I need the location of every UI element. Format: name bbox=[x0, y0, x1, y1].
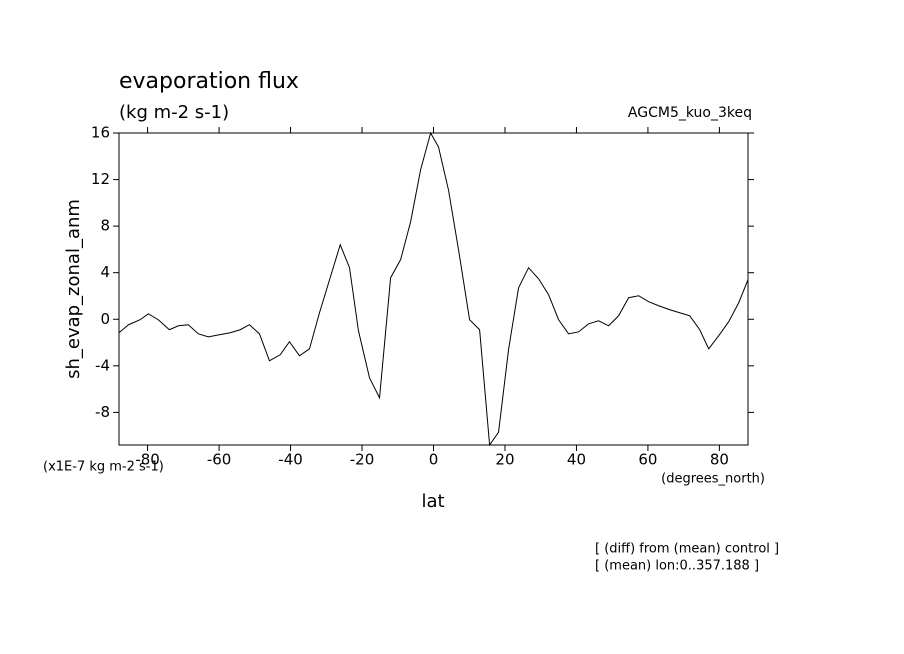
y-tick-label: 4 bbox=[100, 263, 110, 281]
x-tick-label: 20 bbox=[495, 451, 514, 469]
y-tick-label: 0 bbox=[100, 310, 110, 328]
y-axis-label: sh_evap_zonal_anm bbox=[63, 199, 84, 379]
x-tick-label: 0 bbox=[429, 451, 439, 469]
x-tick-label: -40 bbox=[278, 451, 303, 469]
chart-subtitle: (kg m-2 s-1) bbox=[119, 102, 229, 123]
y-tick-label: -4 bbox=[95, 356, 110, 374]
x-tick-label: 80 bbox=[710, 451, 729, 469]
x-tick-label: -60 bbox=[207, 451, 232, 469]
y-tick-label: -8 bbox=[95, 403, 110, 421]
annotation: [ (mean) lon:0..357.188 ] bbox=[595, 559, 759, 574]
annotation: [ (diff) from (mean) control ] bbox=[595, 542, 779, 557]
x-axis-label: lat bbox=[421, 491, 444, 512]
model-label: AGCM5_kuo_3keq bbox=[628, 105, 752, 121]
x-units: (degrees_north) bbox=[661, 472, 765, 487]
x-tick-label: -20 bbox=[350, 451, 375, 469]
y-tick-label: 8 bbox=[100, 217, 110, 235]
x-tick-label: -80 bbox=[135, 451, 160, 469]
y-tick-label: 12 bbox=[91, 170, 110, 188]
plot-frame bbox=[118, 132, 749, 446]
y-tick-label: 16 bbox=[91, 124, 110, 142]
y-units: (x1E-7 kg m-2 s-1) bbox=[43, 460, 164, 475]
line bbox=[118, 131, 749, 447]
chart-title: evaporation flux bbox=[119, 69, 299, 94]
x-tick-label: 40 bbox=[567, 451, 586, 469]
x-tick-label: 60 bbox=[638, 451, 657, 469]
